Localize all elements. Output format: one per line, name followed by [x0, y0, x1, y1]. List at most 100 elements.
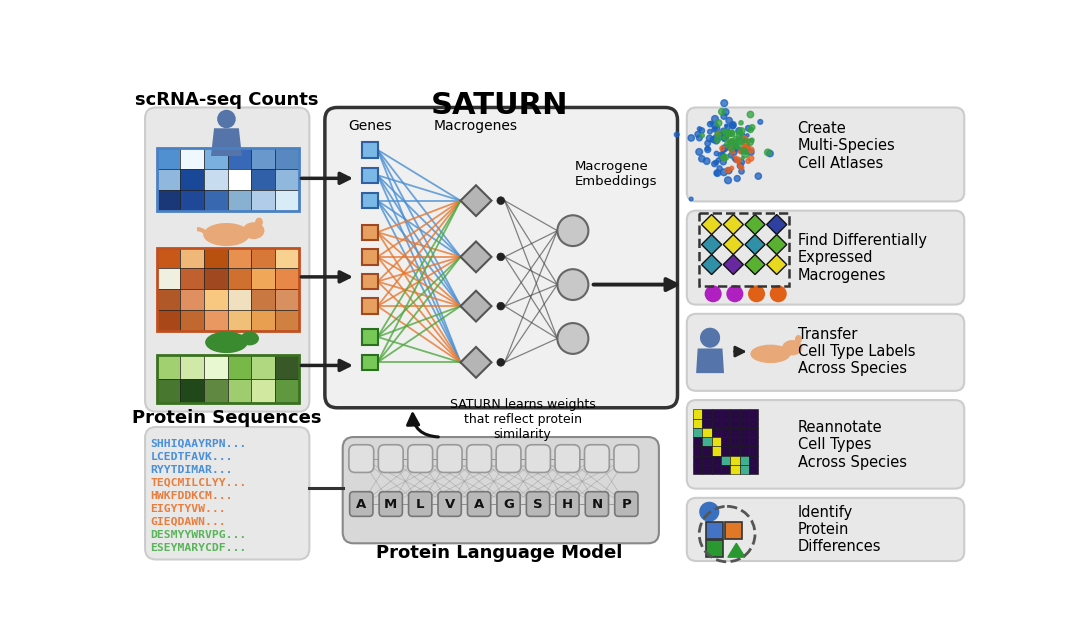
Circle shape — [557, 215, 589, 246]
Bar — [252, 190, 275, 211]
Bar — [362, 273, 378, 289]
Point — [719, 165, 737, 175]
Bar — [740, 427, 748, 437]
Polygon shape — [767, 235, 786, 254]
Point — [693, 130, 711, 141]
Polygon shape — [728, 543, 745, 557]
Bar — [362, 249, 378, 265]
Point — [715, 152, 732, 162]
Bar — [180, 268, 204, 289]
FancyBboxPatch shape — [615, 491, 638, 516]
Bar — [712, 446, 721, 456]
Polygon shape — [460, 347, 491, 378]
Point — [712, 131, 729, 141]
Bar — [362, 167, 378, 183]
Point — [717, 121, 734, 131]
Point — [720, 139, 738, 150]
Bar — [748, 465, 758, 474]
Point — [715, 134, 732, 144]
Point — [735, 146, 753, 156]
Point — [735, 134, 753, 144]
Bar — [712, 437, 721, 446]
Bar — [157, 148, 298, 211]
Point — [706, 121, 724, 131]
Point — [704, 134, 721, 144]
Text: Protein Sequences: Protein Sequences — [132, 410, 321, 427]
Point — [714, 143, 731, 153]
Point — [738, 137, 755, 147]
Point — [742, 145, 759, 155]
Bar — [693, 419, 702, 427]
Text: V: V — [445, 498, 455, 511]
Point — [720, 143, 738, 153]
Circle shape — [497, 358, 504, 366]
Polygon shape — [460, 291, 491, 321]
Text: RYYTDIMAR...: RYYTDIMAR... — [150, 465, 233, 475]
Point — [699, 138, 716, 148]
Text: Protein Language Model: Protein Language Model — [376, 544, 622, 562]
Bar — [275, 355, 298, 380]
Bar — [693, 456, 702, 465]
Point — [721, 144, 739, 154]
Bar — [362, 355, 378, 370]
Bar — [180, 380, 204, 403]
Point — [723, 128, 740, 138]
FancyBboxPatch shape — [378, 445, 403, 472]
Bar — [702, 427, 712, 437]
Point — [683, 133, 700, 143]
Circle shape — [748, 286, 765, 302]
Polygon shape — [724, 254, 743, 275]
Point — [715, 133, 732, 143]
Circle shape — [700, 328, 720, 348]
FancyBboxPatch shape — [496, 445, 521, 472]
Point — [710, 128, 727, 139]
FancyBboxPatch shape — [526, 491, 550, 516]
Bar — [362, 224, 378, 240]
Point — [725, 141, 742, 151]
Point — [716, 127, 733, 137]
Circle shape — [699, 502, 719, 521]
Bar — [157, 169, 180, 190]
Text: Transfer
Cell Type Labels
Across Species: Transfer Cell Type Labels Across Species — [798, 327, 915, 376]
Bar — [252, 248, 275, 268]
Bar — [702, 419, 712, 427]
Polygon shape — [702, 215, 721, 235]
Bar — [721, 465, 730, 474]
Bar — [204, 190, 228, 211]
Bar — [228, 310, 252, 331]
Point — [735, 145, 753, 155]
Point — [739, 143, 756, 153]
Point — [691, 133, 708, 143]
Bar — [157, 148, 180, 169]
Point — [726, 142, 743, 152]
Point — [706, 158, 724, 169]
Point — [690, 147, 707, 157]
Point — [761, 148, 779, 158]
Bar — [730, 427, 740, 437]
Bar — [740, 446, 748, 456]
Point — [719, 122, 737, 132]
Point — [716, 143, 733, 153]
Ellipse shape — [795, 335, 801, 344]
Bar — [748, 419, 758, 427]
Bar — [157, 248, 298, 331]
Point — [737, 135, 754, 146]
Bar — [740, 465, 748, 474]
Bar — [702, 410, 712, 419]
Point — [731, 130, 748, 140]
Bar — [275, 248, 298, 268]
Text: SHHIQAAYRPN...: SHHIQAAYRPN... — [150, 438, 246, 449]
Bar — [275, 169, 298, 190]
Bar — [748, 410, 758, 419]
Bar — [740, 419, 748, 427]
Point — [731, 160, 748, 171]
FancyBboxPatch shape — [497, 491, 521, 516]
Bar — [228, 355, 252, 380]
Circle shape — [704, 286, 721, 302]
Text: P: P — [621, 498, 631, 511]
Point — [725, 121, 742, 131]
Point — [732, 146, 750, 157]
Bar — [730, 446, 740, 456]
Circle shape — [497, 302, 504, 310]
Text: M: M — [384, 498, 397, 511]
